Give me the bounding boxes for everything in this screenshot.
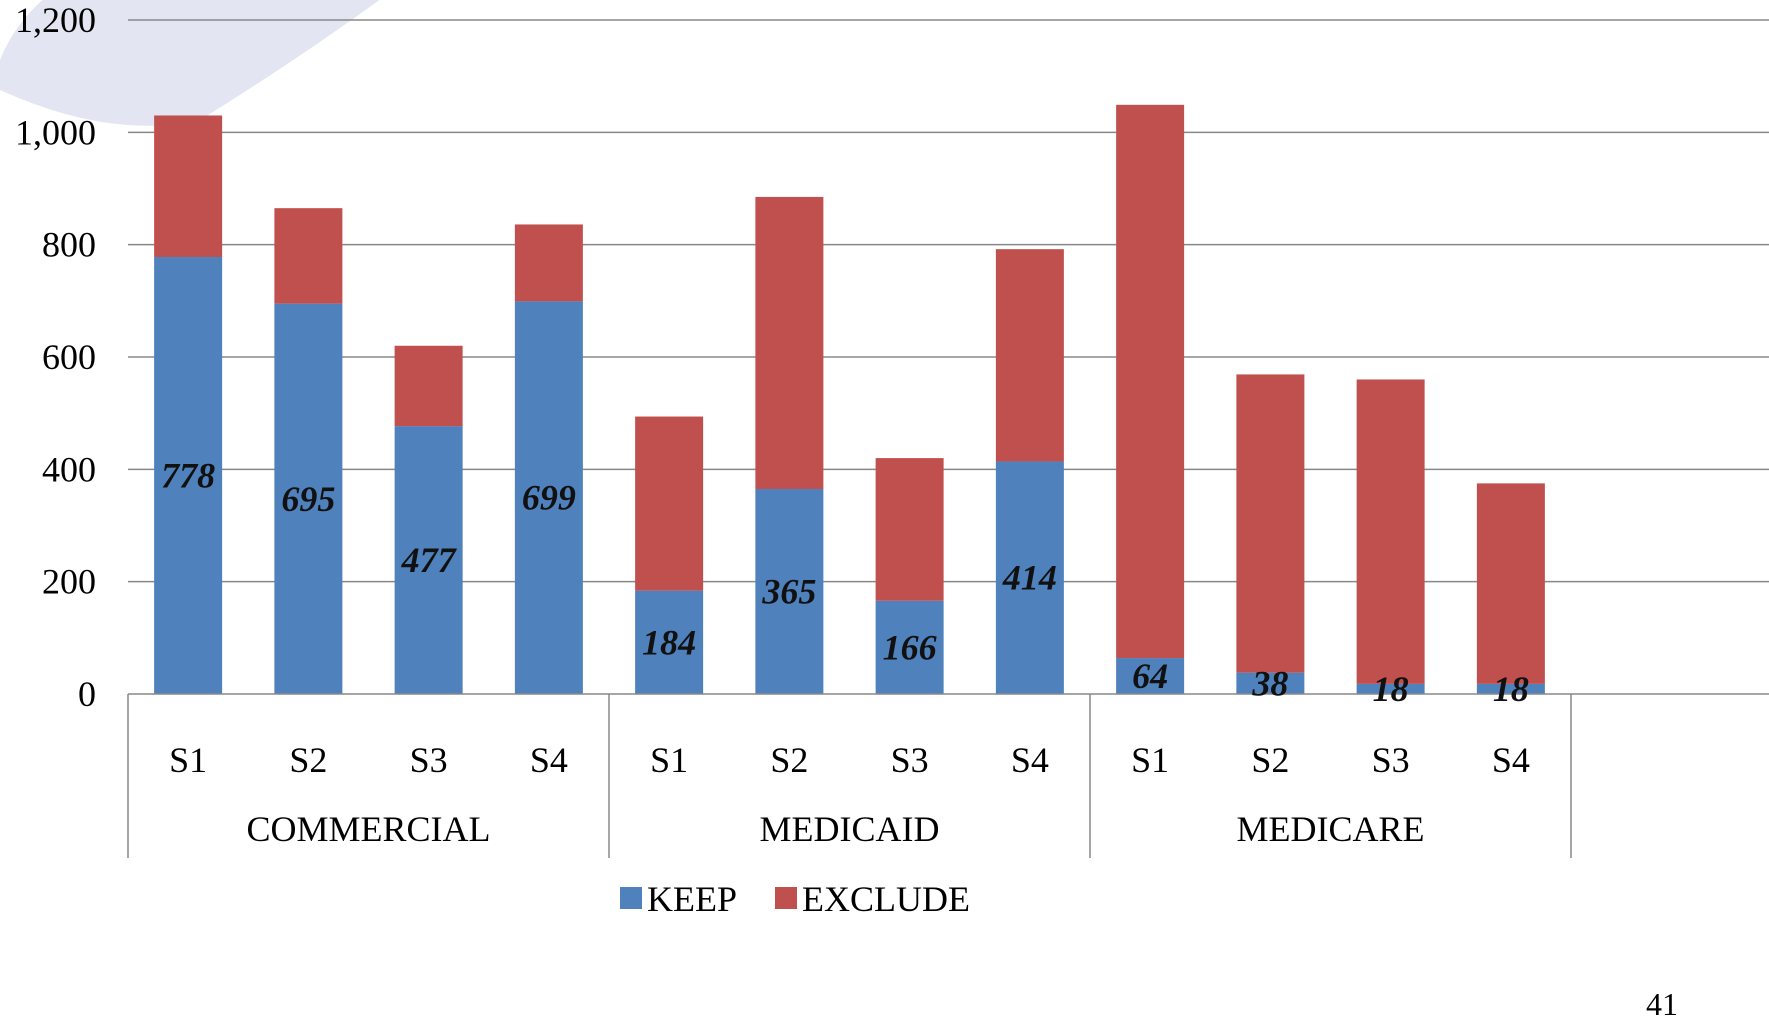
bar-keep-commercial-s1 (154, 257, 223, 694)
data-label: 778 (161, 456, 215, 496)
watermark-swoosh (0, 0, 380, 126)
data-label: 414 (1002, 558, 1057, 598)
x-group-label: MEDICAID (760, 809, 940, 849)
x-category-label: S1 (1131, 740, 1169, 780)
x-category-label: S3 (410, 740, 448, 780)
x-category-label: S3 (891, 740, 929, 780)
data-label: 18 (1373, 669, 1409, 709)
bar-keep-commercial-s3 (394, 426, 463, 694)
data-label: 38 (1251, 663, 1288, 703)
y-tick-label: 200 (42, 562, 96, 602)
legend: KEEP EXCLUDE (620, 879, 970, 919)
bar-keep-medicare-s2 (1236, 672, 1305, 694)
bar-exclude-medicaid-s1 (635, 416, 704, 591)
x-category-label: S4 (1492, 740, 1530, 780)
data-label: 18 (1493, 669, 1529, 709)
page-number: 41 (1646, 986, 1678, 1022)
bar-exclude-commercial-s2 (274, 208, 343, 304)
bar-exclude-medicaid-s4 (995, 249, 1064, 462)
bar-exclude-commercial-s3 (394, 345, 463, 427)
legend-swatch-exclude (775, 887, 797, 909)
bar-keep-medicaid-s2 (755, 488, 824, 694)
x-axis: S1 S2 S3 S4 COMMERCIAL S1 S2 S3 S4 MEDICAID S1 S2 S3… (127, 693, 1769, 858)
x-category-label: S4 (530, 740, 568, 780)
data-label: 699 (522, 478, 576, 518)
bar-keep-medicare-s1 (1116, 658, 1185, 694)
data-label: 477 (401, 540, 458, 580)
data-labels: 778 695 477 699 184 365 166 414 64 38 18 18 (161, 456, 1529, 709)
data-label: 695 (281, 479, 335, 519)
x-category-label: S2 (1251, 740, 1289, 780)
bar-exclude-commercial-s4 (514, 224, 583, 302)
bar-exclude-medicare-s3 (1356, 379, 1425, 684)
y-tick-label: 1,000 (15, 112, 96, 152)
bar-keep-medicaid-s4 (995, 461, 1064, 694)
bar-keep-commercial-s2 (274, 303, 343, 694)
x-category-label: S4 (1011, 740, 1049, 780)
data-label: 64 (1132, 656, 1168, 696)
data-label: 166 (883, 627, 937, 667)
x-category-label: S1 (650, 740, 688, 780)
bar-keep-medicaid-s3 (875, 600, 944, 694)
y-tick-label: 400 (42, 449, 96, 489)
bar-keep-medicare-s4 (1476, 683, 1545, 694)
x-category-label: S2 (770, 740, 808, 780)
bar-exclude-medicaid-s2 (755, 196, 824, 489)
bar-keep-medicaid-s1 (635, 590, 704, 694)
x-group-label: COMMERCIAL (246, 809, 490, 849)
bar-keep-medicare-s3 (1356, 683, 1425, 694)
legend-label-keep: KEEP (647, 879, 737, 919)
y-tick-label: 600 (42, 337, 96, 377)
bar-exclude-medicare-s4 (1476, 483, 1545, 684)
y-tick-label: 1,200 (15, 0, 96, 40)
legend-label-exclude: EXCLUDE (802, 879, 970, 919)
legend-swatch-keep (620, 887, 642, 909)
x-group-label: MEDICARE (1237, 809, 1425, 849)
data-label: 184 (642, 622, 696, 662)
bar-keep-commercial-s4 (514, 301, 583, 694)
data-label: 365 (761, 571, 816, 611)
bar-exclude-commercial-s1 (154, 115, 223, 258)
x-category-label: S2 (289, 740, 327, 780)
y-tick-label: 800 (42, 225, 96, 265)
x-category-label: S3 (1372, 740, 1410, 780)
bars (154, 104, 1545, 694)
x-category-label: S1 (169, 740, 207, 780)
bar-exclude-medicaid-s3 (875, 458, 944, 601)
y-tick-label: 0 (78, 674, 96, 714)
bar-exclude-medicare-s1 (1116, 104, 1185, 659)
bar-exclude-medicare-s2 (1236, 374, 1305, 673)
y-axis-tick-labels: 0 200 400 600 800 1,000 1,200 (15, 0, 96, 714)
